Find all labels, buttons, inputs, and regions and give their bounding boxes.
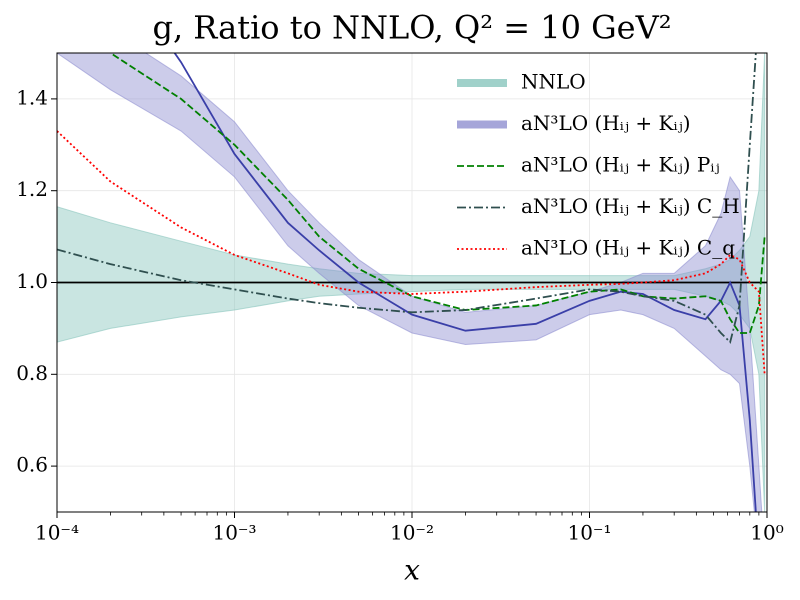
line	[173, 53, 757, 512]
band	[57, 53, 763, 512]
y-tick-label: 1.4	[16, 85, 48, 109]
x-tick-label: 10⁻⁴	[35, 521, 79, 545]
x-axis-label: x	[404, 554, 420, 587]
y-tick-label: 1.2	[16, 177, 48, 201]
legend-label: aN³LO (Hᵢⱼ + Kᵢⱼ) C_q	[521, 236, 735, 260]
legend-label: aN³LO (Hᵢⱼ + Kᵢⱼ)	[521, 111, 691, 135]
chart-title: g, Ratio to NNLO, Q² = 10 GeV²	[152, 9, 671, 47]
x-tick-label: 10⁻³	[212, 521, 256, 545]
line	[57, 130, 766, 375]
y-tick-label: 0.6	[16, 453, 48, 477]
line	[109, 53, 766, 334]
legend-label: NNLO	[521, 70, 586, 94]
legend-label: aN³LO (Hᵢⱼ + Kᵢⱼ) Pᵢⱼ	[521, 153, 720, 177]
x-tick-label: 10⁻¹	[567, 521, 611, 545]
plot-frame	[56, 52, 768, 513]
line	[57, 53, 757, 344]
x-tick-label: 10⁰	[750, 521, 783, 545]
y-tick-label: 0.8	[16, 361, 48, 385]
x-tick-label: 10⁻²	[390, 521, 434, 545]
y-tick-label: 1.0	[16, 269, 48, 293]
legend-label: aN³LO (Hᵢⱼ + Kᵢⱼ) C_H	[521, 194, 740, 218]
plot-area	[57, 53, 767, 512]
